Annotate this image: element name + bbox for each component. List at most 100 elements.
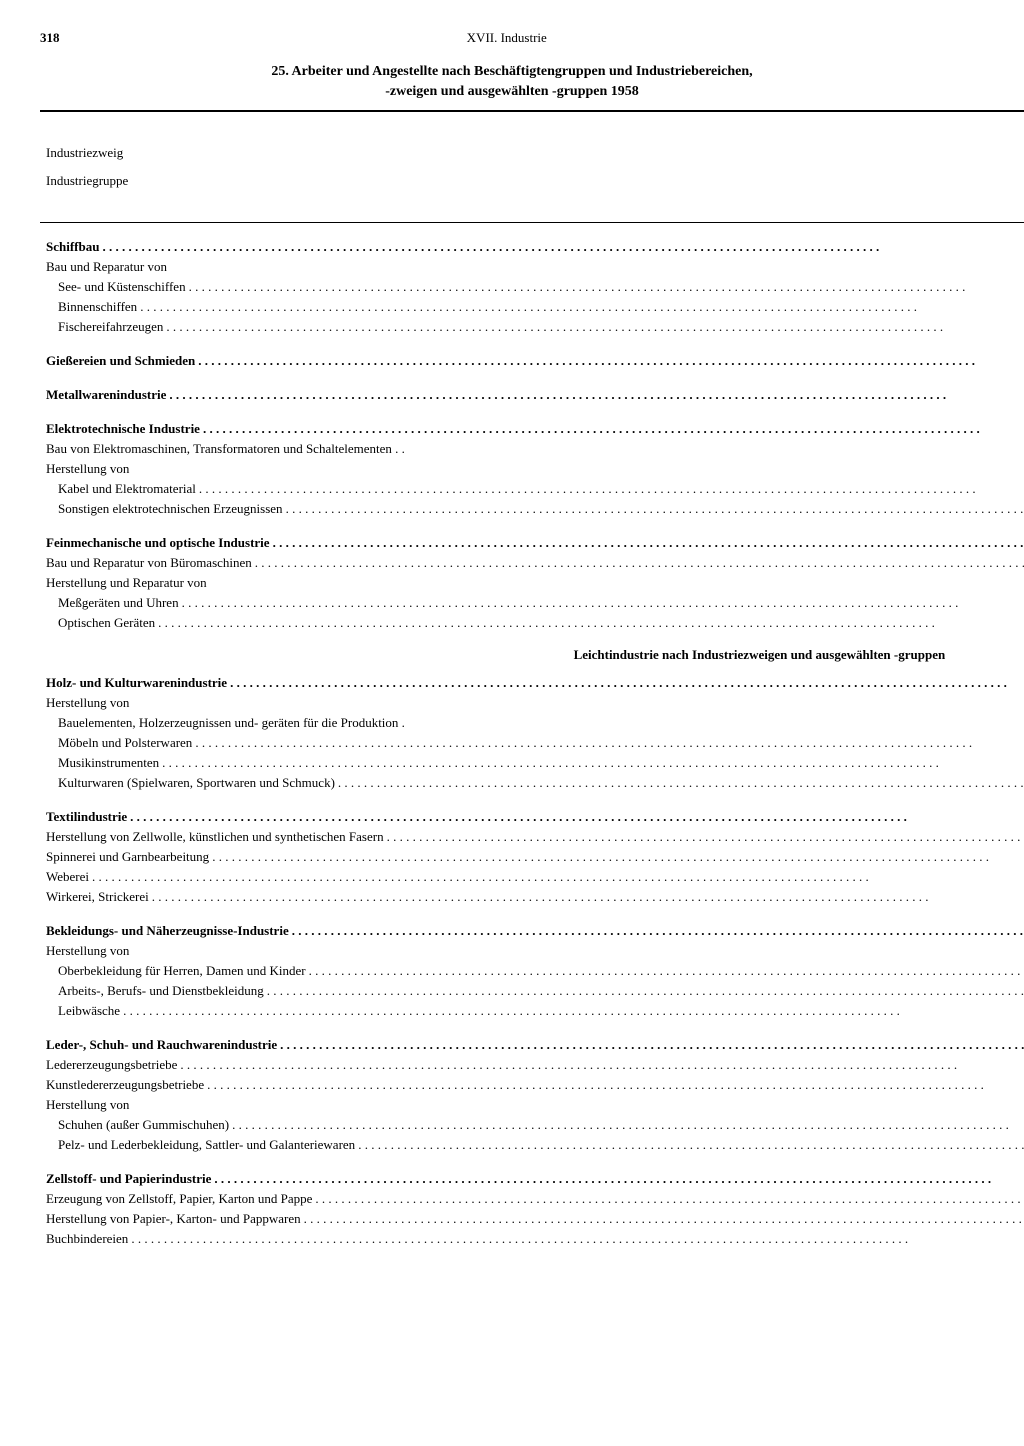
table-row: Leder-, Schuh- und Rauchwarenindustrie .… [40, 1035, 1024, 1055]
table-row: Sonstigen elektrotechnischen Erzeugnisse… [40, 499, 1024, 519]
row-label: Bau und Reparatur von [40, 257, 1024, 277]
table-row: Leibwäsche . . . . . . . . . . . . . . .… [40, 1001, 1024, 1021]
row-label: Kabel und Elektromaterial . . . . . . . … [40, 479, 1024, 499]
table-row [40, 519, 1024, 533]
row-label: Möbeln und Polsterwaren . . . . . . . . … [40, 733, 1024, 753]
row-label: Leibwäsche . . . . . . . . . . . . . . .… [40, 1001, 1024, 1021]
row-label: Textilindustrie . . . . . . . . . . . . … [40, 807, 1024, 827]
row-label: Metallwarenindustrie . . . . . . . . . .… [40, 385, 1024, 405]
table-row: Elektrotechnische Industrie . . . . . . … [40, 419, 1024, 439]
data-table: Industriezweig Industriegruppe Arbeiter … [40, 110, 1024, 1249]
table-row: Arbeits-, Berufs- und Dienstbekleidung .… [40, 981, 1024, 1001]
table-row: Kulturwaren (Spielwaren, Sportwaren und … [40, 773, 1024, 793]
table-row: Meßgeräten und Uhren . . . . . . . . . .… [40, 593, 1024, 613]
table-row: Metallwarenindustrie . . . . . . . . . .… [40, 385, 1024, 405]
row-label: Herstellung von [40, 693, 1024, 713]
row-label: Sonstigen elektrotechnischen Erzeugnisse… [40, 499, 1024, 519]
table-row: Bau und Reparatur von Büromaschinen . . … [40, 553, 1024, 573]
row-label: Herstellung von [40, 459, 1024, 479]
row-label: Weberei . . . . . . . . . . . . . . . . … [40, 867, 1024, 887]
header-col1a: Industriezweig [46, 145, 1024, 161]
table-row: Schiffbau . . . . . . . . . . . . . . . … [40, 237, 1024, 257]
row-label: Herstellung von Zellwolle, künstlichen u… [40, 827, 1024, 847]
row-label: Fischereifahrzeugen . . . . . . . . . . … [40, 317, 1024, 337]
row-label: Bekleidungs- und Näherzeugnisse-Industri… [40, 921, 1024, 941]
table-row: Musikinstrumenten . . . . . . . . . . . … [40, 753, 1024, 773]
table-row: Spinnerei und Garnbearbeitung . . . . . … [40, 847, 1024, 867]
row-label: Pelz- und Lederbekleidung, Sattler- und … [40, 1135, 1024, 1155]
row-label: Elektrotechnische Industrie . . . . . . … [40, 419, 1024, 439]
table-row: Herstellung und Reparatur von [40, 573, 1024, 593]
row-label: Feinmechanische und optische Industrie .… [40, 533, 1024, 553]
table-row: Wirkerei, Strickerei . . . . . . . . . .… [40, 887, 1024, 907]
row-label: Bau von Elektromaschinen, Transformatore… [40, 439, 1024, 459]
table-row: Holz- und Kulturwarenindustrie . . . . .… [40, 673, 1024, 693]
table-row: Bau und Reparatur von [40, 257, 1024, 277]
table-row [40, 1021, 1024, 1035]
table-row [40, 405, 1024, 419]
table-row: Buchbindereien . . . . . . . . . . . . .… [40, 1229, 1024, 1249]
row-label: Buchbindereien . . . . . . . . . . . . .… [40, 1229, 1024, 1249]
row-label: Bau und Reparatur von Büromaschinen . . … [40, 553, 1024, 573]
table-row: Binnenschiffen . . . . . . . . . . . . .… [40, 297, 1024, 317]
row-label: Herstellung von Papier-, Karton- und Pap… [40, 1209, 1024, 1229]
row-label: Meßgeräten und Uhren . . . . . . . . . .… [40, 593, 1024, 613]
row-label: See- und Küstenschiffen . . . . . . . . … [40, 277, 1024, 297]
table-row: Herstellung von Papier-, Karton- und Pap… [40, 1209, 1024, 1229]
row-label: Herstellung und Reparatur von [40, 573, 1024, 593]
row-label: Bauelementen, Holzerzeugnissen und- gerä… [40, 713, 1024, 733]
table-row: Bekleidungs- und Näherzeugnisse-Industri… [40, 921, 1024, 941]
table-row: Gießereien und Schmieden . . . . . . . .… [40, 351, 1024, 371]
table-row: Feinmechanische und optische Industrie .… [40, 533, 1024, 553]
table-row [40, 793, 1024, 807]
table-row: Pelz- und Lederbekleidung, Sattler- und … [40, 1135, 1024, 1155]
section-header: Leichtindustrie nach Industriezweigen un… [40, 633, 1024, 673]
table-row: Erzeugung von Zellstoff, Papier, Karton … [40, 1189, 1024, 1209]
table-row: See- und Küstenschiffen . . . . . . . . … [40, 277, 1024, 297]
table-row: Optischen Geräten . . . . . . . . . . . … [40, 613, 1024, 633]
row-label: Schiffbau . . . . . . . . . . . . . . . … [40, 237, 1024, 257]
row-label: Leder-, Schuh- und Rauchwarenindustrie .… [40, 1035, 1024, 1055]
table-row [40, 1155, 1024, 1169]
table-row: Textilindustrie . . . . . . . . . . . . … [40, 807, 1024, 827]
table-row [40, 907, 1024, 921]
table-row [40, 337, 1024, 351]
row-label: Erzeugung von Zellstoff, Papier, Karton … [40, 1189, 1024, 1209]
page-number: 318 [40, 30, 60, 46]
row-label: Musikinstrumenten . . . . . . . . . . . … [40, 753, 1024, 773]
table-row: Zellstoff- und Papierindustrie . . . . .… [40, 1169, 1024, 1189]
table-row: Bauelementen, Holzerzeugnissen und- gerä… [40, 713, 1024, 733]
table-row: Schuhen (außer Gummischuhen) . . . . . .… [40, 1115, 1024, 1135]
row-label: Holz- und Kulturwarenindustrie . . . . .… [40, 673, 1024, 693]
table-body: Schiffbau . . . . . . . . . . . . . . . … [40, 223, 1024, 1250]
row-label: Kulturwaren (Spielwaren, Sportwaren und … [40, 773, 1024, 793]
row-label: Kunstledererzeugungsbetriebe . . . . . .… [40, 1075, 1024, 1095]
row-label: Arbeits-, Berufs- und Dienstbekleidung .… [40, 981, 1024, 1001]
table-title: 25. Arbeiter und Angestellte nach Beschä… [40, 64, 984, 80]
table-row: Herstellung von [40, 459, 1024, 479]
table-row: Weberei . . . . . . . . . . . . . . . . … [40, 867, 1024, 887]
table-row: Kabel und Elektromaterial . . . . . . . … [40, 479, 1024, 499]
table-subtitle: -zweigen und ausgewählten -gruppen 1958 [40, 84, 984, 100]
table-row: Ledererzeugungsbetriebe . . . . . . . . … [40, 1055, 1024, 1075]
table-row: Fischereifahrzeugen . . . . . . . . . . … [40, 317, 1024, 337]
table-row: Kunstledererzeugungsbetriebe . . . . . .… [40, 1075, 1024, 1095]
row-label: Binnenschiffen . . . . . . . . . . . . .… [40, 297, 1024, 317]
row-label: Gießereien und Schmieden . . . . . . . .… [40, 351, 1024, 371]
table-row [40, 223, 1024, 238]
table-row: Herstellung von Zellwolle, künstlichen u… [40, 827, 1024, 847]
row-label: Herstellung von [40, 941, 1024, 961]
row-label: Schuhen (außer Gummischuhen) . . . . . .… [40, 1115, 1024, 1135]
row-label: Oberbekleidung für Herren, Damen und Kin… [40, 961, 1024, 981]
row-label: Optischen Geräten . . . . . . . . . . . … [40, 613, 1024, 633]
row-label: Wirkerei, Strickerei . . . . . . . . . .… [40, 887, 1024, 907]
header-col1b: Industriegruppe [46, 173, 1024, 189]
row-label: Herstellung von [40, 1095, 1024, 1115]
row-label: Ledererzeugungsbetriebe . . . . . . . . … [40, 1055, 1024, 1075]
table-row [40, 371, 1024, 385]
table-row: Herstellung von [40, 941, 1024, 961]
table-row: Herstellung von [40, 693, 1024, 713]
chapter-title: XVII. Industrie [467, 30, 547, 46]
table-row: Oberbekleidung für Herren, Damen und Kin… [40, 961, 1024, 981]
table-row: Herstellung von [40, 1095, 1024, 1115]
